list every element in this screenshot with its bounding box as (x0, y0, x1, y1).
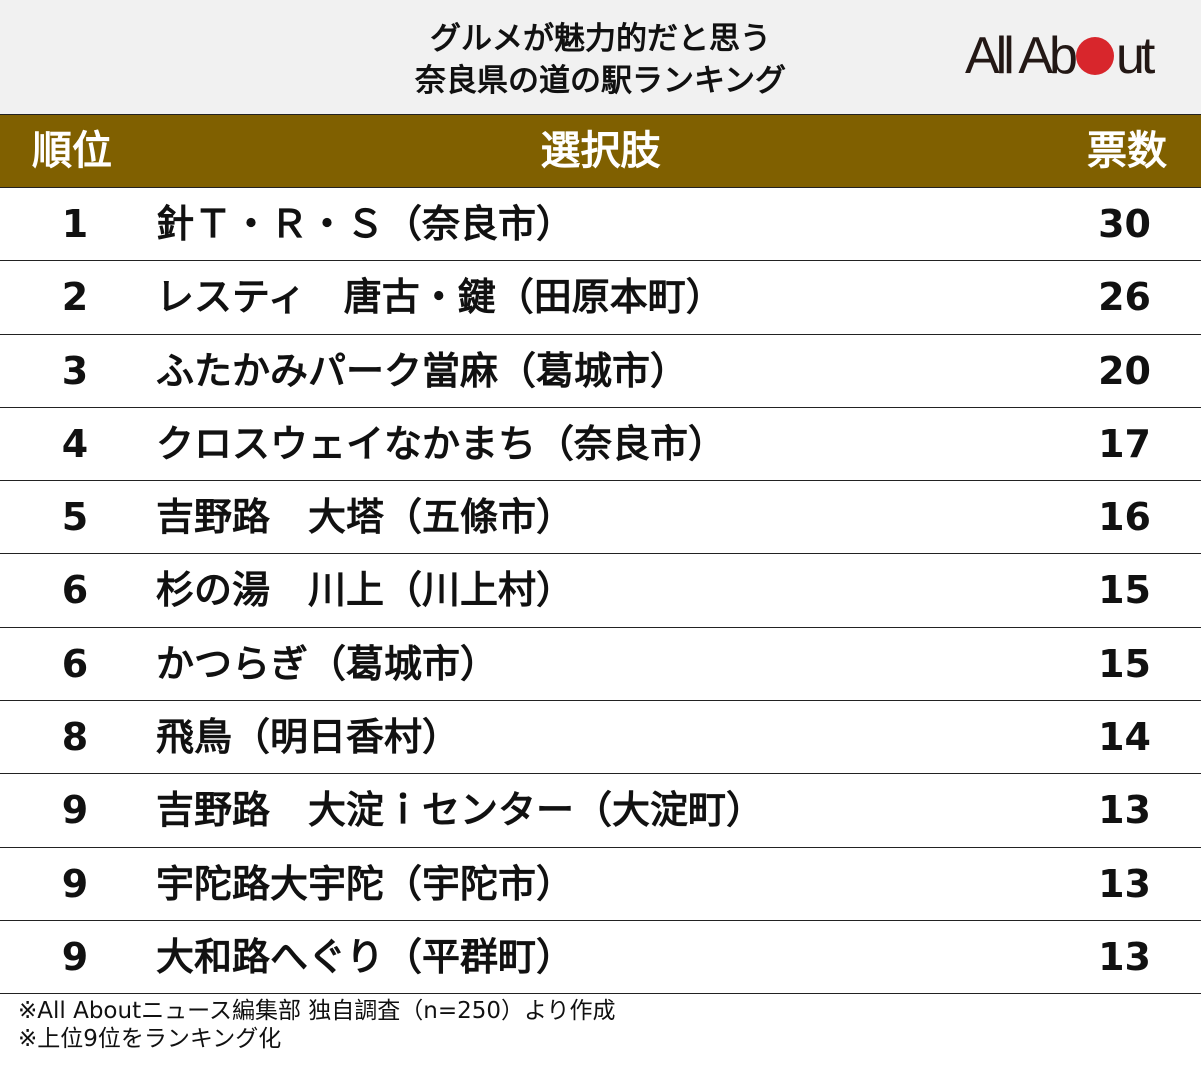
header-choice: 選択肢 (540, 128, 661, 174)
chart-title-line1: グルメが魅力的だと思う (430, 21, 771, 57)
row-rank: 2 (61, 275, 89, 320)
row-votes: 30 (1098, 202, 1151, 246)
row-rank: 9 (61, 934, 89, 979)
row-votes: 13 (1098, 788, 1151, 833)
row-rank: 9 (61, 788, 89, 833)
row-name: 飛鳥（明日香村） (156, 715, 461, 760)
table-row: 4 クロスウェイなかまち（奈良市） 17 (0, 408, 1201, 482)
title-band (0, 0, 1201, 114)
ranking-table-body: 1 針Ｔ・Ｒ・Ｓ（奈良市） 30 2 レスティ 唐古・鍵（田原本町） 26 3 … (0, 188, 1201, 995)
row-votes: 13 (1098, 934, 1151, 979)
table-header: 順位 選択肢 票数 (0, 114, 1201, 188)
row-votes: 16 (1098, 495, 1151, 540)
row-votes: 14 (1098, 715, 1151, 760)
table-row: 9 大和路へぐり（平群町） 13 (0, 921, 1201, 995)
row-rank: 6 (61, 568, 89, 613)
row-votes: 17 (1098, 421, 1151, 466)
footnotes: ※All Aboutニュース編集部 独自調査（n=250）より作成 ※上位9位を… (18, 997, 616, 1053)
logo-red-dot-icon (1075, 37, 1114, 75)
logo-text-end: ut (1115, 27, 1155, 85)
chart-title: グルメが魅力的だと思う 奈良県の道の駅ランキング (0, 18, 1201, 102)
table-row: 8 飛鳥（明日香村） 14 (0, 701, 1201, 775)
row-votes: 15 (1098, 641, 1151, 686)
allabout-logo: All Ab ut (965, 30, 1185, 82)
row-rank: 5 (61, 495, 89, 540)
row-name: レスティ 唐古・鍵（田原本町） (156, 275, 724, 320)
table-row: 6 かつらぎ（葛城市） 15 (0, 628, 1201, 702)
row-votes: 20 (1098, 348, 1151, 393)
row-name: クロスウェイなかまち（奈良市） (156, 421, 727, 466)
row-name: 吉野路 大淀ｉセンター（大淀町） (156, 788, 765, 833)
footnote-source: ※All Aboutニュース編集部 独自調査（n=250）より作成 (18, 998, 616, 1024)
table-row: 6 杉の湯 川上（川上村） 15 (0, 554, 1201, 628)
row-name: 針Ｔ・Ｒ・Ｓ（奈良市） (156, 202, 575, 246)
row-name: 吉野路 大塔（五條市） (156, 495, 575, 540)
footnote-ranking: ※上位9位をランキング化 (18, 1026, 282, 1052)
row-name: 宇陀路大宇陀（宇陀市） (156, 861, 575, 906)
table-row: 1 針Ｔ・Ｒ・Ｓ（奈良市） 30 (0, 188, 1201, 262)
row-rank: 3 (61, 348, 89, 393)
chart-title-line2: 奈良県の道の駅ランキング (414, 63, 787, 99)
row-votes: 15 (1098, 568, 1151, 613)
row-rank: 8 (61, 715, 89, 760)
row-votes: 13 (1098, 861, 1151, 906)
logo-text-start: All Ab (965, 27, 1078, 85)
table-row: 3 ふたかみパーク當麻（葛城市） 20 (0, 335, 1201, 408)
row-rank: 4 (61, 421, 89, 466)
row-rank: 1 (61, 202, 89, 246)
row-rank: 9 (61, 861, 89, 906)
table-row: 9 宇陀路大宇陀（宇陀市） 13 (0, 848, 1201, 921)
table-row: 9 吉野路 大淀ｉセンター（大淀町） 13 (0, 774, 1201, 848)
row-name: ふたかみパーク當麻（葛城市） (156, 348, 689, 393)
row-votes: 26 (1098, 275, 1151, 320)
table-row: 5 吉野路 大塔（五條市） 16 (0, 481, 1201, 555)
header-rank: 順位 (32, 128, 112, 174)
row-rank: 6 (61, 641, 89, 686)
row-name: 大和路へぐり（平群町） (156, 934, 575, 979)
row-name: 杉の湯 川上（川上村） (156, 568, 575, 613)
header-votes: 票数 (1087, 128, 1167, 174)
table-row: 2 レスティ 唐古・鍵（田原本町） 26 (0, 261, 1201, 335)
row-name: かつらぎ（葛城市） (156, 641, 499, 686)
